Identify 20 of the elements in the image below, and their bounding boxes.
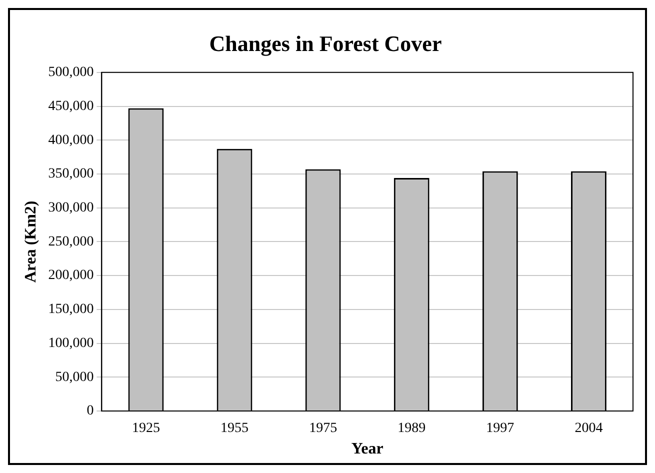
y-tick-label: 300,000 <box>48 200 94 216</box>
y-tick-label: 250,000 <box>48 234 94 250</box>
x-axis-title: Year <box>351 440 384 458</box>
y-tick-label: 200,000 <box>48 268 94 284</box>
x-tick-label: 1997 <box>486 421 514 436</box>
y-tick-label: 350,000 <box>48 166 94 182</box>
y-tick-label: 100,000 <box>48 336 94 351</box>
y-tick-label: 0 <box>86 404 94 419</box>
y-tick-label: 450,000 <box>48 98 94 114</box>
x-tick-label: 1989 <box>398 421 426 436</box>
x-tick-label: 1975 <box>309 421 338 436</box>
y-tick-label: 150,000 <box>48 302 94 318</box>
y-tick-label: 400,000 <box>48 132 94 148</box>
y-tick-label: 500,000 <box>48 65 94 80</box>
x-tick-label: 2004 <box>574 421 603 436</box>
y-axis-title: Area (Km2) <box>22 200 40 283</box>
y-tick-label: 50,000 <box>55 370 94 385</box>
x-tick-label: 1955 <box>220 421 249 436</box>
chart-title: Changes in Forest Cover <box>209 30 442 56</box>
x-tick-label: 1925 <box>132 421 160 436</box>
